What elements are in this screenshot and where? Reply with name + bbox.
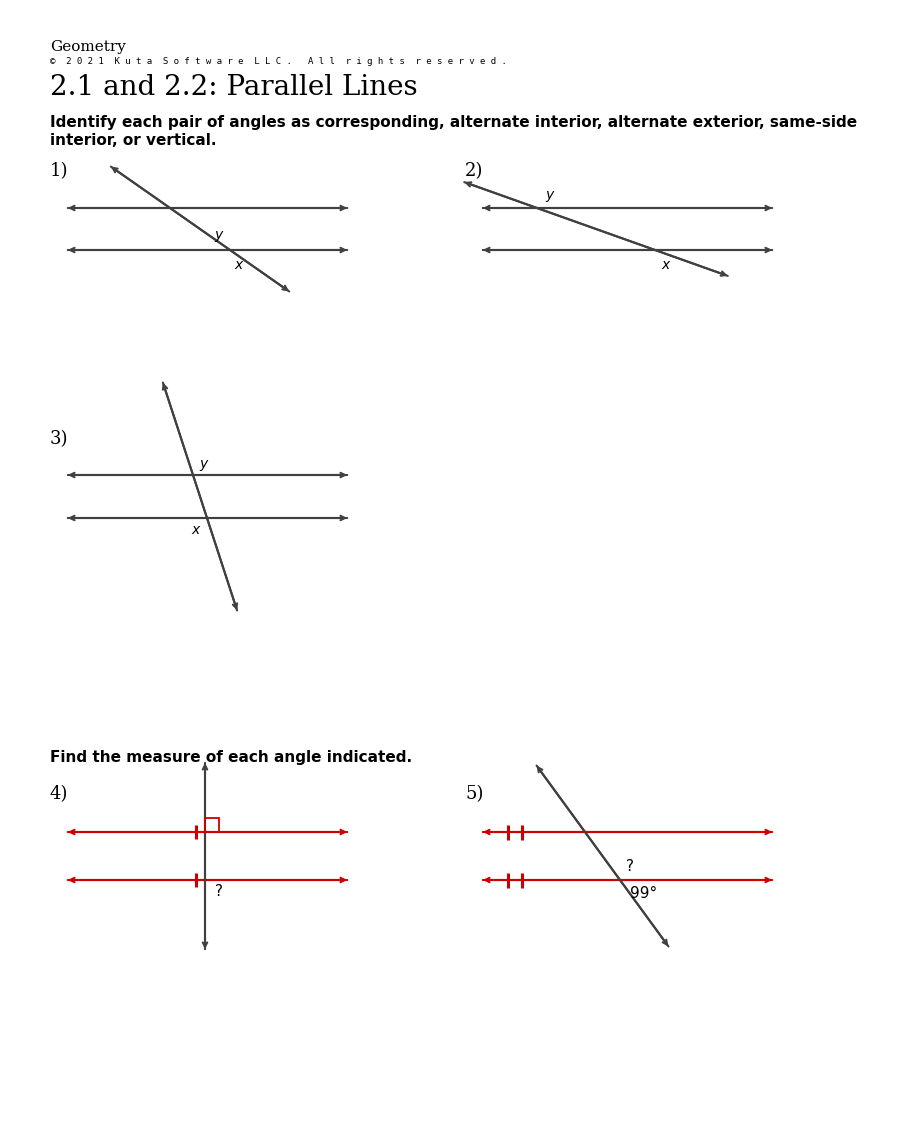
Text: Geometry: Geometry [50, 40, 126, 54]
Text: Identify each pair of angles as corresponding, alternate interior, alternate ext: Identify each pair of angles as correspo… [50, 115, 857, 130]
Text: 2.1 and 2.2: Parallel Lines: 2.1 and 2.2: Parallel Lines [50, 74, 418, 101]
Text: x: x [192, 523, 200, 537]
Text: ?: ? [626, 860, 634, 874]
Text: 3): 3) [50, 430, 69, 448]
Text: y: y [215, 228, 223, 242]
Text: y: y [545, 188, 553, 202]
Text: x: x [661, 258, 669, 272]
Text: Find the measure of each angle indicated.: Find the measure of each angle indicated… [50, 750, 412, 765]
Text: y: y [199, 457, 207, 471]
Text: ?: ? [215, 884, 223, 899]
Text: interior, or vertical.: interior, or vertical. [50, 133, 216, 148]
Text: ©  2 0 2 1  K u t a  S o f t w a r e  L L C .   A l l  r i g h t s  r e s e r v : © 2 0 2 1 K u t a S o f t w a r e L L C … [50, 57, 507, 66]
Text: 99°: 99° [630, 886, 658, 901]
Text: 2): 2) [465, 162, 483, 180]
Text: x: x [234, 258, 243, 272]
Text: 4): 4) [50, 785, 69, 803]
Text: 1): 1) [50, 162, 69, 180]
Text: 5): 5) [465, 785, 483, 803]
